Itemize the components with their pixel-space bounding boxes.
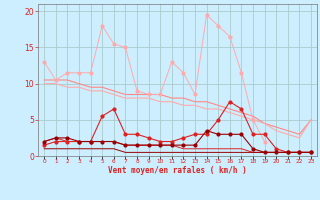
- X-axis label: Vent moyen/en rafales ( km/h ): Vent moyen/en rafales ( km/h ): [108, 166, 247, 175]
